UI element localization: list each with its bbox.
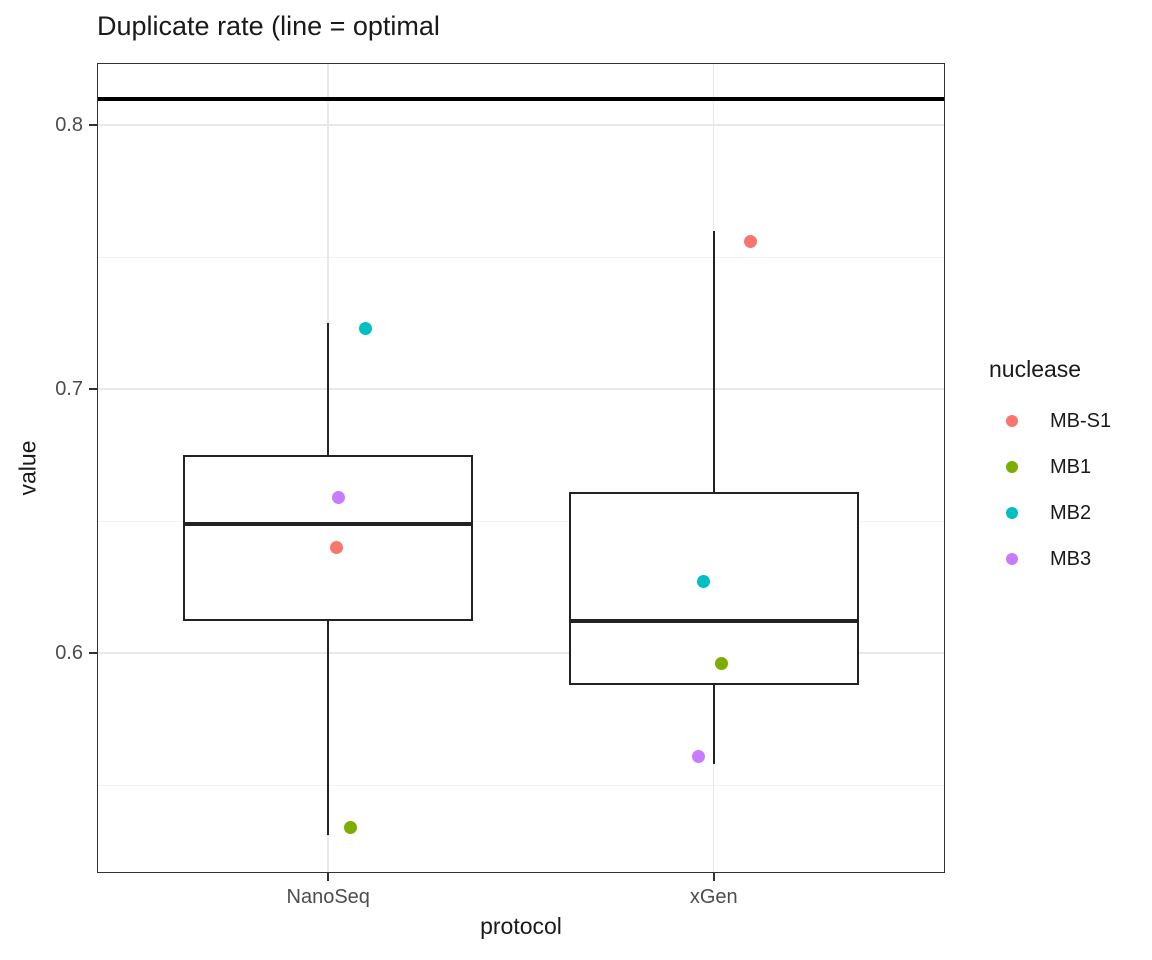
boxplot-upper-whisker: [326, 323, 330, 456]
y-tick-label: 0.8: [55, 114, 83, 137]
x-tick-mark: [327, 873, 330, 881]
legend-key-dot: [1006, 415, 1018, 427]
minor-gridline: [97, 784, 945, 786]
y-tick-label: 0.7: [55, 378, 83, 401]
y-tick-mark: [89, 652, 97, 655]
jitter-point: [692, 749, 706, 763]
jitter-point: [343, 820, 357, 834]
boxplot-box: [183, 455, 474, 622]
chart-title: Duplicate rate (line = optimal: [97, 11, 440, 41]
x-tick-mark: [712, 873, 715, 881]
legend-item-label: MB3: [1050, 548, 1092, 570]
boxplot-lower-whisker: [712, 684, 715, 764]
major-gridline: [97, 124, 945, 126]
legend-key-dot: [1006, 461, 1018, 473]
x-axis-title: protocol: [480, 913, 562, 939]
minor-gridline: [97, 520, 945, 522]
legend-item-label: MB2: [1050, 502, 1092, 524]
y-axis-title: value: [14, 440, 41, 496]
boxplot-median-line: [568, 619, 859, 624]
minor-gridline: [97, 256, 945, 258]
boxplot-lower-whisker: [326, 621, 330, 836]
major-gridline: [97, 388, 945, 390]
legend-key-dot: [1006, 553, 1018, 565]
y-tick-mark: [89, 124, 97, 127]
x-tick-label: NanoSeq: [286, 886, 370, 908]
legend-item-label: MB-S1: [1050, 410, 1112, 432]
legend-title: nuclease: [989, 356, 1082, 382]
jitter-point: [329, 540, 343, 554]
major-gridline: [97, 652, 945, 654]
optimal-reference-line: [97, 96, 945, 101]
legend-item-label: MB1: [1050, 456, 1092, 478]
y-tick-mark: [89, 388, 97, 391]
boxplot-upper-whisker: [712, 230, 715, 493]
x-tick-label: xGen: [689, 886, 738, 908]
y-tick-label: 0.6: [55, 642, 83, 665]
boxplot-box: [568, 492, 859, 685]
jitter-point: [331, 490, 345, 504]
boxplot-median-line: [183, 521, 474, 526]
plot-panel: [97, 63, 945, 873]
jitter-point: [715, 657, 729, 671]
legend-key-dot: [1006, 507, 1018, 519]
jitter-point: [744, 234, 758, 248]
jitter-point: [358, 321, 372, 335]
jitter-point: [697, 575, 711, 589]
